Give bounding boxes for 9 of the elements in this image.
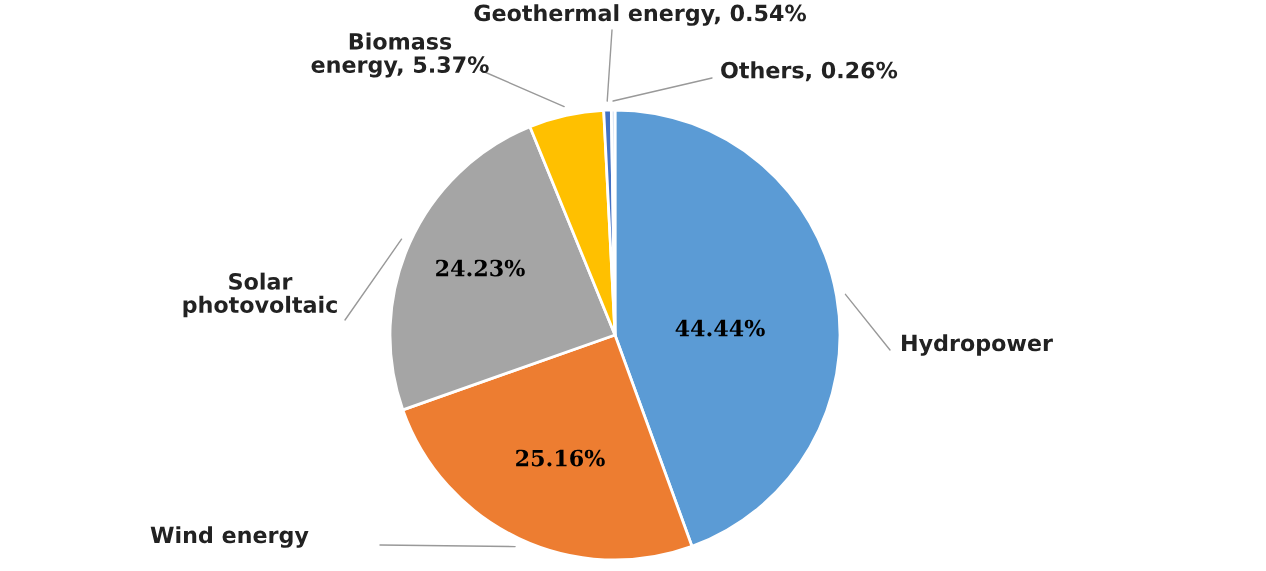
slice-label: Others, 0.26%: [721, 61, 898, 82]
data-label: 24.23%: [436, 259, 525, 277]
slice-label: Hydropower: [902, 334, 1053, 356]
data-label: 25.16%: [516, 449, 605, 467]
slice-label: Wind energy: [150, 526, 309, 548]
slice-label: Solar photovoltaic: [183, 272, 337, 318]
slice-label: Biomass energy, 5.37%: [311, 32, 489, 78]
slice-label: Geothermal energy, 0.54%: [474, 4, 806, 26]
data-label: 44.44%: [675, 319, 765, 337]
